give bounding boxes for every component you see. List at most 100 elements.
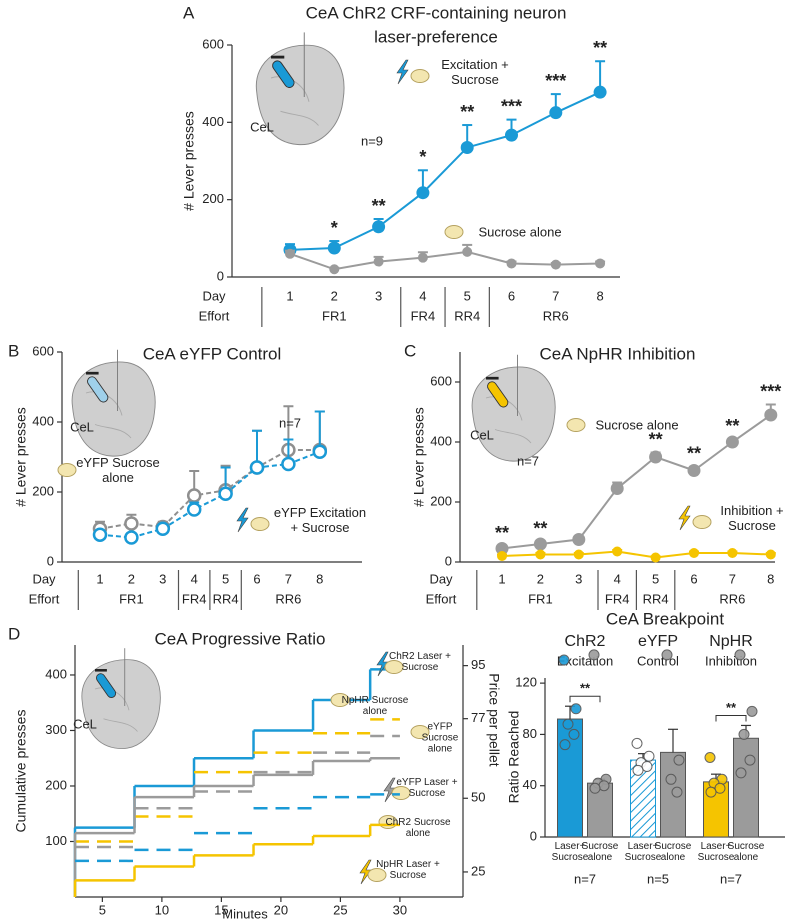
group-name: ChR2 bbox=[565, 633, 606, 650]
y-tick-label: 100 bbox=[45, 833, 67, 848]
data-point bbox=[593, 85, 607, 99]
chart-title: CeA Breakpoint bbox=[606, 609, 724, 628]
brain-schematic bbox=[81, 648, 161, 749]
effort-label: FR4 bbox=[182, 591, 207, 606]
data-point bbox=[186, 502, 202, 517]
data-point bbox=[727, 548, 738, 558]
x-tick-label: 6 bbox=[253, 571, 260, 586]
annotation: CeL bbox=[250, 119, 274, 134]
y-tick-label: 0 bbox=[530, 828, 537, 843]
annotation: CeL bbox=[470, 427, 494, 442]
x-axis-label: Minutes bbox=[222, 906, 268, 921]
x-tick-label: 3 bbox=[159, 571, 166, 586]
data-point bbox=[744, 754, 756, 766]
y-axis-label: # Lever presses bbox=[13, 407, 29, 507]
data-point bbox=[643, 750, 655, 762]
bar bbox=[557, 718, 583, 838]
effort-label: FR1 bbox=[528, 591, 553, 606]
y2-axis-label: Price per pellet bbox=[486, 673, 502, 766]
significance-label: * bbox=[419, 147, 426, 167]
data-point bbox=[641, 760, 653, 772]
legend-label: ChR2 Laser + Sucrose bbox=[389, 651, 451, 673]
data-point bbox=[612, 546, 623, 557]
data-point bbox=[218, 486, 233, 501]
data-point bbox=[589, 782, 601, 794]
data-point bbox=[649, 450, 663, 464]
y-tick-label: 0 bbox=[445, 553, 452, 568]
y-tick-label: 400 bbox=[45, 666, 67, 681]
sucrose-pellet-icon bbox=[410, 725, 430, 739]
x-tick-label: 4 bbox=[191, 571, 198, 586]
annotation: n=9 bbox=[361, 133, 383, 148]
data-point bbox=[598, 780, 610, 792]
chart-title: CeA eYFP Control bbox=[143, 344, 282, 363]
annotation: n=7 bbox=[517, 453, 539, 468]
group-label: Control bbox=[637, 653, 679, 668]
annotation: n=7 bbox=[279, 415, 301, 430]
significance-label: *** bbox=[501, 96, 522, 116]
x-tick-label: 7 bbox=[285, 571, 292, 586]
y2-tick-label: 50 bbox=[471, 790, 485, 805]
effort-label: RR6 bbox=[275, 591, 301, 606]
data-point bbox=[92, 527, 108, 542]
x-tick-label: 5 bbox=[652, 571, 659, 586]
data-point bbox=[533, 537, 547, 551]
data-point bbox=[687, 464, 701, 477]
x-tick-label: 7 bbox=[552, 288, 559, 303]
x-tick-label: 6 bbox=[690, 571, 697, 586]
sucrose-pellet-icon bbox=[330, 693, 350, 707]
y-tick-label: 400 bbox=[202, 114, 224, 129]
brain-schematic bbox=[471, 354, 556, 462]
y-tick-label: 600 bbox=[202, 36, 224, 51]
significance-label: ** bbox=[649, 429, 663, 449]
x-tick-label: Laser+ Sucrose bbox=[551, 841, 589, 863]
laser-bolt-icon bbox=[678, 505, 691, 531]
group-name: NpHR bbox=[709, 633, 753, 650]
panel-letter: C bbox=[404, 341, 416, 360]
sucrose-pellet-icon bbox=[410, 69, 430, 83]
y-tick-label: 40 bbox=[523, 777, 537, 792]
significance-label: ** bbox=[533, 518, 547, 538]
significance-bracket bbox=[715, 714, 747, 722]
data-point bbox=[738, 728, 750, 740]
virus-injection bbox=[96, 673, 117, 698]
y-tick-label: 600 bbox=[430, 373, 452, 388]
group-label: Inhibition bbox=[705, 653, 757, 668]
effort-label: FR1 bbox=[322, 308, 347, 323]
data-point bbox=[573, 549, 584, 560]
significance-label: ** bbox=[593, 38, 607, 58]
data-point bbox=[704, 752, 716, 763]
group-n: n=7 bbox=[720, 871, 742, 886]
effort-label: RR6 bbox=[543, 308, 569, 323]
row-label: Effort bbox=[426, 591, 457, 606]
x-tick-label: 5 bbox=[99, 902, 106, 917]
data-point bbox=[281, 456, 296, 472]
data-point bbox=[559, 739, 571, 751]
significance-label: ** bbox=[687, 444, 701, 464]
x-tick-label: Sucrose alone bbox=[727, 841, 765, 863]
data-point bbox=[550, 259, 561, 270]
data-point bbox=[327, 241, 341, 255]
data-point bbox=[562, 718, 574, 730]
legend-label: eYFP Sucrose alone bbox=[421, 721, 459, 755]
legend-label: eYFP Excitation + Sucrose bbox=[273, 505, 367, 535]
x-tick-label: Sucrose alone bbox=[654, 841, 692, 863]
sucrose-pellet-icon bbox=[566, 418, 586, 432]
y2-tick-label: 25 bbox=[471, 863, 485, 878]
x-tick-label: 5 bbox=[222, 571, 229, 586]
series-line bbox=[501, 550, 771, 559]
data-point bbox=[549, 106, 563, 120]
significance-label: ** bbox=[495, 523, 509, 543]
y-tick-label: 200 bbox=[45, 777, 67, 792]
row-label: Day bbox=[202, 288, 226, 303]
data-point bbox=[416, 186, 430, 200]
effort-label: RR6 bbox=[719, 591, 745, 606]
data-point bbox=[186, 488, 202, 503]
chart-title: CeA ChR2 CRF-containing neuron bbox=[306, 3, 567, 22]
x-tick-label: 1 bbox=[286, 288, 293, 303]
data-point bbox=[535, 549, 546, 560]
y-axis-label: # Lever presses bbox=[411, 407, 427, 507]
x-tick-label: 8 bbox=[316, 571, 323, 586]
significance-label: *** bbox=[760, 381, 781, 401]
